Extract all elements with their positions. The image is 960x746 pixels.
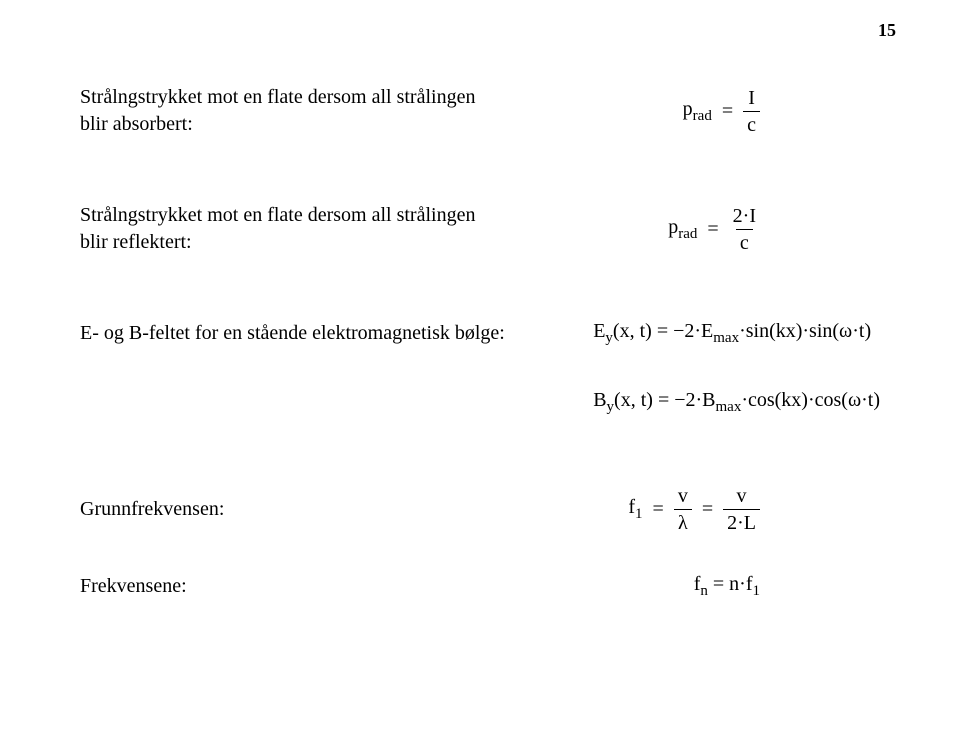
label-ebfield: E- og B-feltet for en stående elektromag… — [80, 320, 505, 347]
eq-sign: = — [702, 498, 713, 521]
eq-sign: = — [707, 218, 718, 241]
frac-den: 2·L — [723, 509, 760, 533]
rhs1: −2·B — [674, 389, 715, 411]
rhs2: ·sin(kx)·sin(ω·t) — [739, 320, 871, 342]
formula-absorbed-lhs: prad — [683, 98, 712, 125]
eq-sign: = — [653, 498, 664, 521]
sub: y — [605, 330, 613, 346]
row-reflected: Strålngstrykket mot en flate dersom all … — [80, 202, 900, 256]
rhs-sub: 1 — [753, 583, 761, 599]
formula-frequencies: fn = n·f1 — [694, 573, 760, 600]
frac-den: λ — [674, 509, 692, 533]
row-frequencies: Frekvensene: fn = n·f1 — [80, 573, 900, 600]
frac-num: v — [733, 486, 751, 509]
frac-den: c — [743, 111, 760, 135]
sym: p — [668, 216, 678, 238]
eq-by: By(x, t) = −2·Bmax·cos(kx)·cos(ω·t) — [593, 389, 880, 416]
rhs-sub: max — [713, 330, 739, 346]
formula-fundamental: f1 = v λ = v 2·L — [628, 486, 760, 533]
page-number: 15 — [878, 20, 896, 41]
frac-num: I — [744, 88, 759, 111]
eq-fn: fn = n·f1 — [694, 573, 760, 600]
label-reflected: Strålngstrykket mot en flate dersom all … — [80, 202, 475, 256]
sub: 1 — [635, 506, 643, 522]
args: (x, t) — [613, 320, 652, 342]
eq: = — [708, 573, 729, 595]
eq: = — [652, 320, 673, 342]
label-absorbed-line2: blir absorbert: — [80, 113, 193, 135]
rhs2: ·cos(kx)·cos(ω·t) — [741, 389, 880, 411]
sym: E — [593, 320, 605, 342]
label-absorbed-line1: Strålngstrykket mot en flate dersom all … — [80, 86, 475, 108]
row-absorbed: Strålngstrykket mot en flate dersom all … — [80, 84, 900, 138]
formula-ebfield: Ey(x, t) = −2·Emax·sin(kx)·sin(ω·t) By(x… — [593, 320, 880, 416]
frac-num: 2·I — [729, 206, 760, 229]
formula-reflected: prad = 2·I c — [668, 206, 760, 253]
formula-fundamental-lhs: f1 — [628, 496, 642, 523]
frac-absorbed: I c — [743, 88, 760, 135]
eq-ey: Ey(x, t) = −2·Emax·sin(kx)·sin(ω·t) — [593, 320, 871, 347]
sub: n — [700, 583, 708, 599]
sub: rad — [678, 226, 697, 242]
formula-ey: Ey(x, t) = −2·Emax·sin(kx)·sin(ω·t) — [593, 320, 871, 347]
row-fundamental: Grunnfrekvensen: f1 = v λ = v 2·L — [80, 486, 900, 533]
frac-den: c — [736, 229, 753, 253]
formula-reflected-lhs: prad — [668, 216, 697, 243]
sub: y — [607, 399, 615, 415]
frac-num: v — [674, 486, 692, 509]
frac-f1a: v λ — [674, 486, 692, 533]
label-reflected-line1: Strålngstrykket mot en flate dersom all … — [80, 204, 475, 226]
label-absorbed: Strålngstrykket mot en flate dersom all … — [80, 84, 475, 138]
formula-absorbed: prad = I c — [683, 88, 760, 135]
sym: B — [593, 389, 606, 411]
rhs1: n·f — [729, 573, 752, 595]
eq: = — [653, 389, 674, 411]
rhs1: −2·E — [673, 320, 713, 342]
frac-reflected: 2·I c — [729, 206, 760, 253]
sub: rad — [693, 108, 712, 124]
page: 15 Strålngstrykket mot en flate dersom a… — [0, 0, 960, 746]
rhs-sub: max — [716, 399, 742, 415]
eq-sign: = — [722, 100, 733, 123]
formula-by: By(x, t) = −2·Bmax·cos(kx)·cos(ω·t) — [593, 389, 880, 416]
label-frequencies: Frekvensene: — [80, 573, 187, 600]
row-ebfield: E- og B-feltet for en stående elektromag… — [80, 320, 900, 416]
label-reflected-line2: blir reflektert: — [80, 231, 192, 253]
label-fundamental: Grunnfrekvensen: — [80, 496, 224, 523]
frac-f1b: v 2·L — [723, 486, 760, 533]
args: (x, t) — [614, 389, 653, 411]
sym: p — [683, 98, 693, 120]
